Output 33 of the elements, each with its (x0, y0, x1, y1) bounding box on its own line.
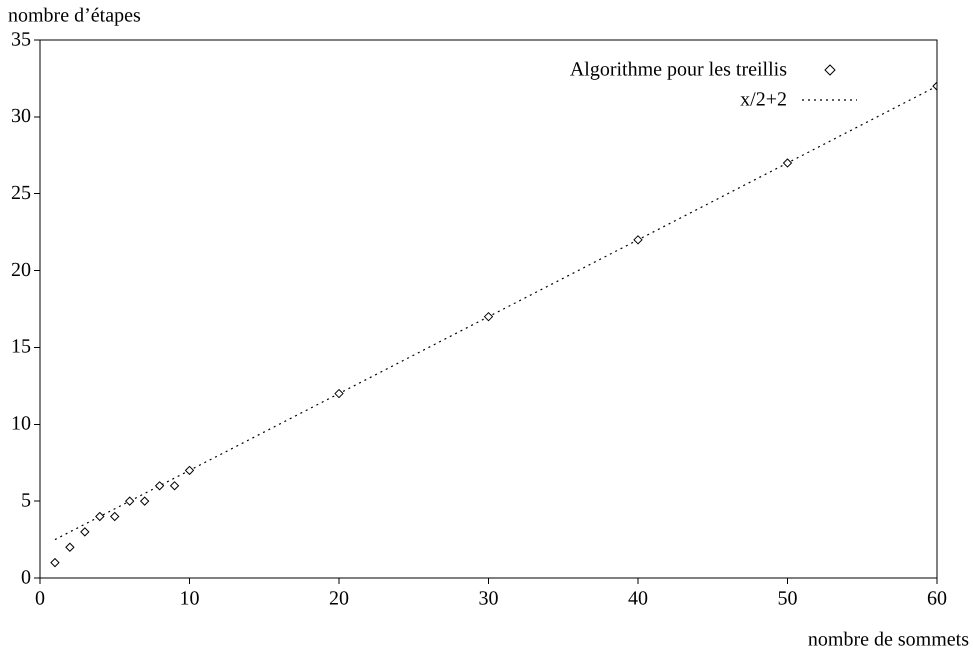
y-tick-label: 5 (21, 489, 31, 512)
point (155, 481, 164, 490)
x-axis-title: nombre de sommets (808, 628, 970, 650)
y-tick-label: 30 (11, 105, 31, 128)
point (484, 312, 493, 322)
point (783, 158, 792, 168)
point (80, 527, 90, 536)
y-tick-label: 25 (11, 182, 31, 204)
point (50, 558, 60, 568)
point (185, 466, 194, 475)
point (140, 496, 150, 506)
x-tick-label: 40 (628, 587, 648, 610)
point (170, 481, 180, 490)
y-axis-title: nombre d’étapes (8, 4, 141, 26)
x-tick-label: 50 (778, 587, 798, 610)
y-tick-label: 20 (11, 258, 31, 281)
legend-label: Algorithme pour les treillis (570, 58, 788, 80)
x-tick-label: 30 (478, 587, 498, 610)
point (125, 496, 134, 506)
y-tick-label: 10 (11, 412, 31, 435)
point (110, 512, 120, 522)
y-tick-label: 0 (21, 566, 31, 588)
y-tick-label: 15 (11, 336, 31, 358)
x-tick-label: 0 (35, 587, 45, 610)
point (634, 235, 642, 244)
x-tick-label: 10 (180, 587, 200, 610)
x-tick-label: 60 (927, 587, 947, 610)
y-tick-label: 35 (11, 28, 31, 50)
point (95, 512, 104, 522)
legend-label: x/2+2 (740, 88, 787, 110)
point (334, 389, 344, 398)
x-tick-label: 20 (329, 587, 349, 610)
point (65, 542, 74, 552)
